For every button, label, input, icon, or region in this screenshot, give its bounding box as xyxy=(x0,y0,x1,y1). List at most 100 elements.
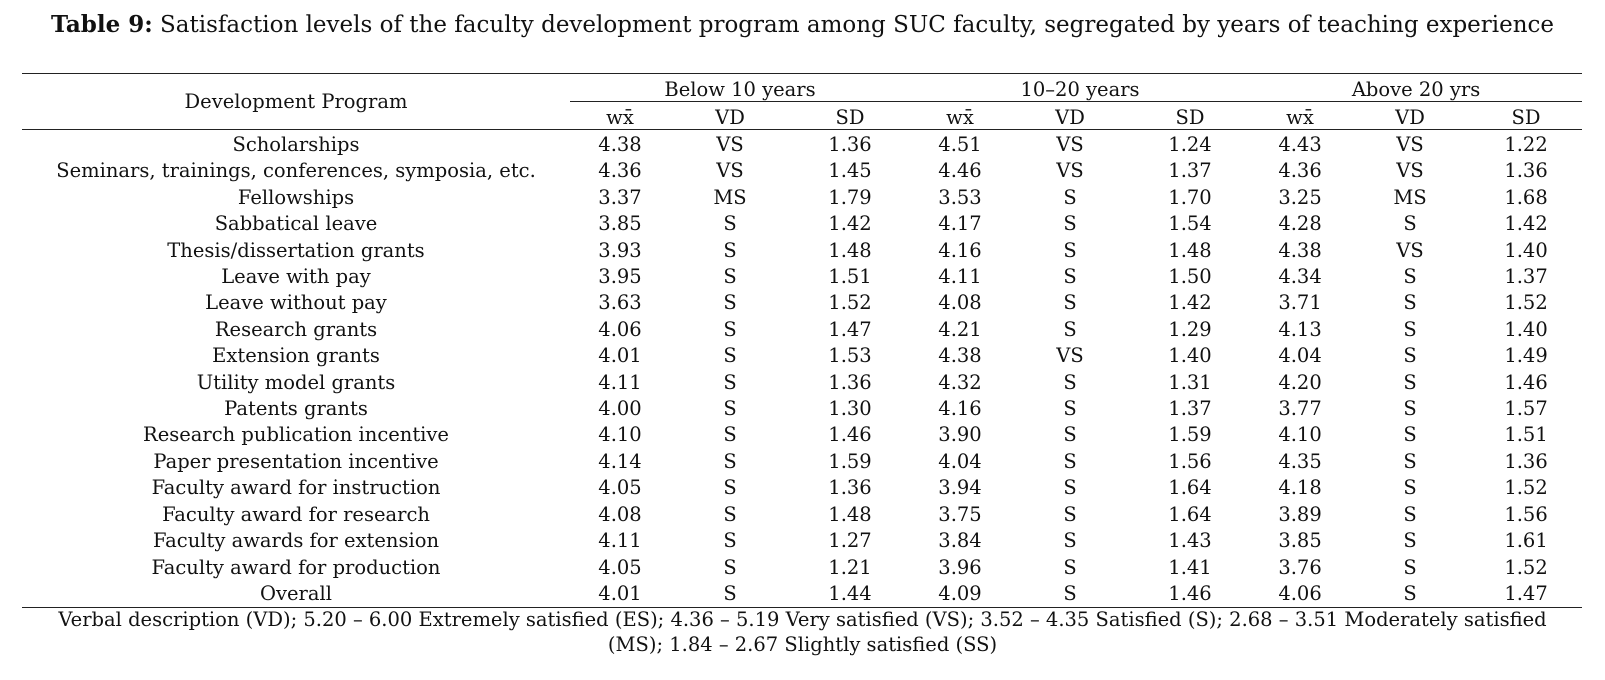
group-header: 10–20 years xyxy=(910,73,1251,102)
vd-value: S xyxy=(1063,555,1077,579)
vd-value: S xyxy=(723,291,737,315)
table-row: Extension grants 4.01 S 1.53 4.38 VS 1.40 4.04 S… xyxy=(22,343,1582,369)
subheader-sd: SD xyxy=(1470,101,1583,130)
sd-value: 1.51 xyxy=(828,265,872,289)
vd-value: S xyxy=(1403,476,1417,500)
vd-value: S xyxy=(1063,265,1077,289)
sd-value: 1.45 xyxy=(828,159,872,183)
sd-value: 1.47 xyxy=(828,317,872,341)
vd-value: VS xyxy=(1056,344,1084,368)
sd-value: 1.30 xyxy=(828,397,872,421)
table-row: Research publication incentive 4.10 S 1.46 3… xyxy=(22,422,1582,448)
vd-value: S xyxy=(723,397,737,421)
mean-value: 4.08 xyxy=(938,291,982,315)
sd-value: 1.31 xyxy=(1168,370,1212,394)
table-row: Patents grants 4.00 S 1.30 4.16 S 1.37 3.77 S 1.5… xyxy=(22,396,1582,422)
vd-value: S xyxy=(723,265,737,289)
vd-value: S xyxy=(1403,555,1417,579)
sd-value: 1.51 xyxy=(1504,423,1548,447)
sd-value: 1.46 xyxy=(828,423,872,447)
caption-text: Satisfaction levels of the faculty devel… xyxy=(152,12,1555,38)
mean-value: 4.34 xyxy=(1278,265,1322,289)
table-row: Faculty award for research 4.08 S 1.48 3.75 S… xyxy=(22,502,1582,528)
vd-value: VS xyxy=(1056,159,1084,183)
vd-value: S xyxy=(723,502,737,526)
vd-value: S xyxy=(1063,238,1077,262)
sd-value: 1.37 xyxy=(1504,265,1548,289)
mean-value: 4.28 xyxy=(1278,212,1322,236)
mean-value: 4.36 xyxy=(598,159,642,183)
vd-value: VS xyxy=(1056,133,1084,156)
mean-value: 4.10 xyxy=(1278,423,1322,447)
mean-value: 4.43 xyxy=(1278,133,1322,156)
program-name: Faculty award for research xyxy=(162,502,430,526)
vd-value: S xyxy=(1403,291,1417,315)
program-name: Leave with pay xyxy=(221,265,371,289)
sd-value: 1.61 xyxy=(1504,529,1548,553)
sd-value: 1.46 xyxy=(1504,370,1548,394)
sd-value: 1.59 xyxy=(828,449,872,473)
sd-value: 1.37 xyxy=(1168,397,1212,421)
mean-value: 4.05 xyxy=(598,555,642,579)
vd-value: S xyxy=(1403,265,1417,289)
sd-value: 1.48 xyxy=(828,238,872,262)
mean-value: 3.25 xyxy=(1278,185,1322,209)
vd-value: S xyxy=(1403,423,1417,447)
mean-value: 4.38 xyxy=(1278,238,1322,262)
sd-value: 1.27 xyxy=(828,529,872,553)
program-name: Seminars, trainings, conferences, sympos… xyxy=(56,159,536,183)
vd-value: S xyxy=(1063,185,1077,209)
satisfaction-table: Development Program Below 10 years 10–20… xyxy=(22,73,1583,609)
vd-value: S xyxy=(1063,317,1077,341)
mean-value: 3.93 xyxy=(598,238,642,262)
mean-value: 4.08 xyxy=(598,502,642,526)
sd-value: 1.40 xyxy=(1168,344,1212,368)
program-name: Fellowships xyxy=(237,185,355,209)
mean-value: 4.38 xyxy=(938,344,982,368)
sd-value: 1.53 xyxy=(828,344,872,368)
program-name: Research publication incentive xyxy=(143,423,449,447)
mean-value: 3.76 xyxy=(1278,555,1322,579)
sd-value: 1.56 xyxy=(1504,502,1548,526)
mean-value: 3.77 xyxy=(1278,397,1322,421)
program-name: Thesis/dissertation grants xyxy=(167,238,425,262)
sd-value: 1.37 xyxy=(1168,159,1212,183)
vd-value: S xyxy=(1063,291,1077,315)
subheader-vd: VD xyxy=(1010,101,1130,130)
vd-value: S xyxy=(723,449,737,473)
vd-value: S xyxy=(1063,212,1077,236)
mean-value: 4.36 xyxy=(1278,159,1322,183)
table-row: Fellowships 3.37 MS 1.79 3.53 S 1.70 3.25 MS 1.68 xyxy=(22,185,1582,211)
table-container: Development Program Below 10 years 10–20… xyxy=(22,73,1583,609)
subheader-mean: wx̄ xyxy=(570,101,670,130)
table-row: Faculty awards for extension 4.11 S 1.27 3.8… xyxy=(22,528,1582,554)
mean-value: 3.53 xyxy=(938,185,982,209)
sd-value: 1.64 xyxy=(1168,476,1212,500)
vd-value: S xyxy=(1063,502,1077,526)
program-name: Overall xyxy=(22,580,570,609)
sd-value: 1.47 xyxy=(1470,580,1583,609)
program-name: Leave without pay xyxy=(205,291,387,315)
mean-value: 4.01 xyxy=(598,344,642,368)
sd-value: 1.36 xyxy=(828,370,872,394)
sd-value: 1.52 xyxy=(1504,291,1548,315)
vd-value: S xyxy=(723,476,737,500)
row-header: Development Program xyxy=(22,73,570,130)
mean-value: 4.04 xyxy=(938,449,982,473)
program-name: Scholarships xyxy=(232,133,360,156)
vd-value: S xyxy=(1403,529,1417,553)
mean-value: 4.32 xyxy=(938,370,982,394)
sd-value: 1.40 xyxy=(1504,238,1548,262)
vd-value: S xyxy=(1403,502,1417,526)
mean-value: 4.00 xyxy=(598,397,642,421)
vd-value: S xyxy=(1063,370,1077,394)
sd-value: 1.52 xyxy=(1504,476,1548,500)
vd-value: S xyxy=(1063,529,1077,553)
mean-value: 4.51 xyxy=(938,133,982,156)
table-caption: Table 9: Satisfaction levels of the facu… xyxy=(40,8,1565,42)
mean-value: 4.09 xyxy=(910,580,1010,609)
vd-value: S xyxy=(723,212,737,236)
vd-value: S xyxy=(723,238,737,262)
program-name: Patents grants xyxy=(224,397,368,421)
sd-value: 1.36 xyxy=(828,476,872,500)
